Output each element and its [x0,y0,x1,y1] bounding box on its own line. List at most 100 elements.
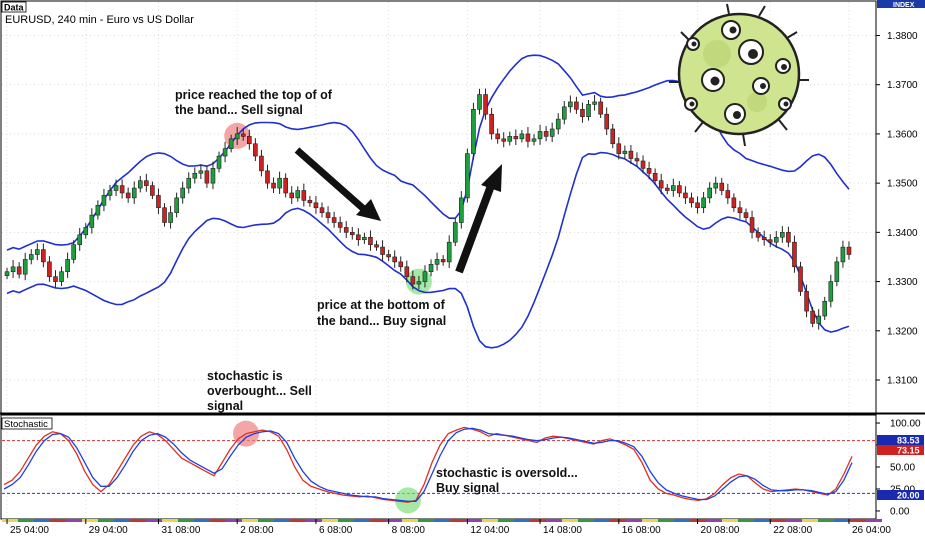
candle-body [131,187,137,199]
candle-body [519,133,525,140]
session-strip [194,519,210,522]
session-strip [82,519,98,522]
candle-body [798,266,803,292]
time-axis-label: 29 04:00 [89,525,128,535]
session-strip [530,519,546,522]
candle-body [47,261,52,277]
stochastic-title: Stochastic [4,419,48,430]
candle-body [4,271,10,276]
session-strip [34,519,50,522]
candle-body [652,172,658,181]
session-strip [2,519,18,522]
annotation-buy-bottom-1: price at the bottom of [317,298,446,312]
candle-body [671,185,676,191]
candle-body [695,202,700,209]
stochastic-tag-box [1,417,53,430]
annotation-stoch-ob-1: stochastic is [207,369,283,383]
annotation-stoch-os-1: stochastic is oversold... [436,466,578,480]
session-strip [290,519,306,522]
time-axis-label: 20 08:00 [701,525,740,535]
time-axis-label: 26 04:00 [852,525,891,535]
session-strip [50,519,66,522]
candle-body [507,136,513,142]
stochastic-lines [3,426,853,503]
candle-body [398,261,404,268]
candle-body [586,104,591,117]
candle-body [592,101,597,105]
stochastic-axis-label: 100.00 [890,419,921,430]
candle-body [549,128,555,137]
price-axis-label: 1.3600 [887,129,918,140]
candle-body [749,217,755,233]
candle-body [319,207,325,213]
candle-body [846,246,852,255]
candle-body [119,185,125,194]
session-strip [610,519,626,522]
annotation-stoch-ob-3: signal [207,399,243,413]
candle-body [125,192,131,199]
candle-body [71,244,76,260]
session-strip [482,519,498,522]
candle-body [404,266,410,277]
candle-body [713,182,719,189]
candle-body [240,133,246,137]
candle-body [216,155,222,169]
session-strip [162,519,178,522]
annotation-sell-top-1: price reached the top of of [175,88,333,102]
candle-body [22,259,28,275]
price-axis-label: 1.3400 [887,228,918,239]
candle-body [459,197,464,223]
candle-body [452,222,458,243]
candle-body [773,236,779,243]
candle-body [349,232,355,236]
session-strip [66,519,82,522]
stochastic-axis-label: 50.00 [890,463,915,474]
session-strip [354,519,370,522]
session-strip [562,519,578,522]
candle-body [198,170,204,174]
annotation-sell-top-2: the band... Sell signal [175,103,303,117]
candle-body [489,113,494,135]
candle-body [555,118,561,130]
session-strip [754,519,770,522]
candle-body [234,133,240,140]
candle-body [150,185,155,196]
stochastic-axis-label: 25.00 [890,484,915,495]
time-axis-label: 25 04:00 [10,525,49,535]
session-strip [98,519,114,522]
session-strip [466,519,482,522]
price-axis-label: 1.3700 [887,80,918,91]
session-strip [450,519,466,522]
candle-body [616,143,622,154]
session-strip [722,519,738,522]
candle-body [816,315,821,324]
candle-body [568,101,573,108]
session-strip [818,519,834,522]
candle-body [35,249,40,255]
candle-body [301,190,307,201]
session-strip [434,519,450,522]
candle-body [495,133,500,140]
candle-body [646,168,652,174]
annotation-buy-bottom-2: the band... Buy signal [317,314,446,328]
candle-body [368,236,373,245]
candle-body [761,236,767,241]
time-axis-label: 12 04:00 [470,525,509,535]
chart-title: EURUSD, 240 min - Euro vs US Dollar [5,14,194,26]
session-strip [594,519,610,522]
candle-body [137,180,143,189]
stochastic-levels [2,440,876,494]
candle-body [810,310,815,324]
session-strip [18,519,34,522]
candle-body [77,234,83,245]
candle-body [374,244,379,248]
candle-body [253,143,258,157]
stochastic-main-line [3,427,853,502]
candle-body [731,197,737,209]
session-strip [402,519,418,522]
session-strip [770,519,786,522]
candle-body [780,232,785,238]
session-strip [226,519,242,522]
candle-body [410,276,416,285]
